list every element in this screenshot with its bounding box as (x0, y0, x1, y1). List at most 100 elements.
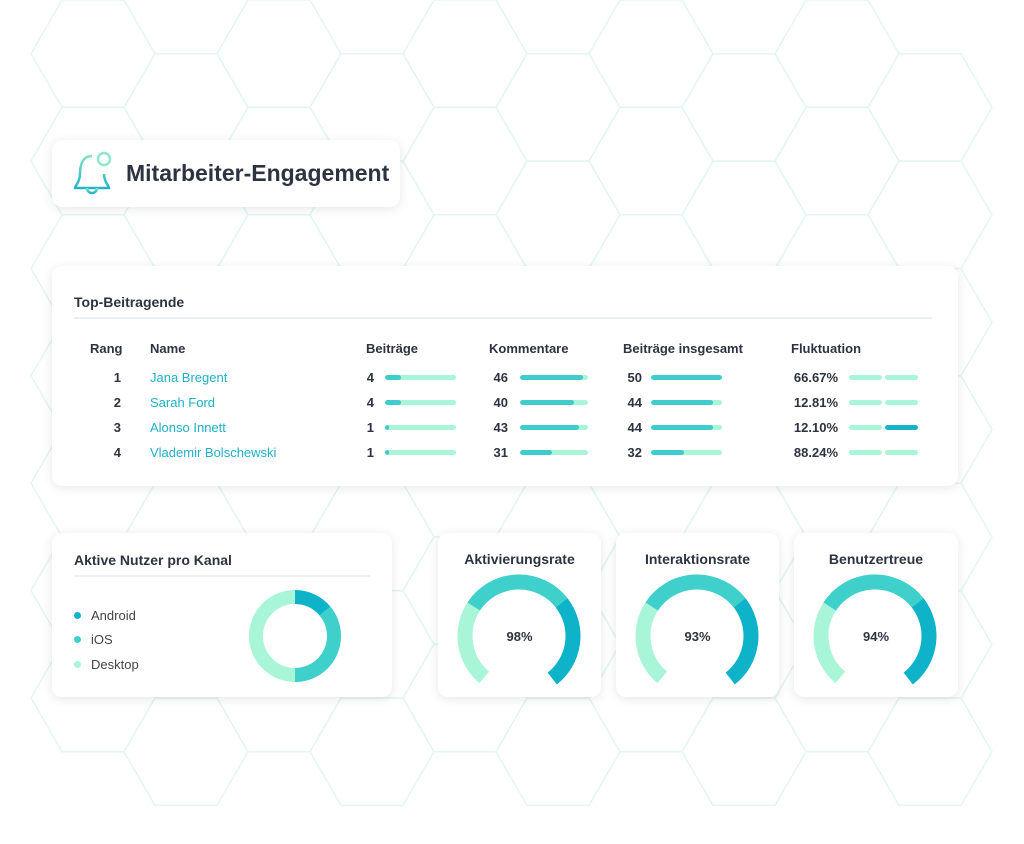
posts-cell: 1 (366, 420, 374, 435)
rank-cell: 2 (113, 395, 121, 410)
top-contributors-card: Top-Beitragende Rang Name Beiträge Komme… (52, 266, 958, 486)
legend-dot (74, 661, 81, 668)
total-cell: 44 (627, 420, 642, 435)
hexagon (588, 106, 714, 216)
total-bar (651, 375, 722, 380)
section-title: Top-Beitragende (74, 294, 185, 310)
hexagon (774, 0, 900, 109)
hexagon (588, 0, 714, 109)
churn-cell: 12.10% (793, 420, 838, 435)
contributor-name-link[interactable]: Jana Bregent (150, 370, 228, 385)
divider (74, 575, 370, 577)
comments-cell: 46 (493, 370, 508, 385)
donut-slice-android (294, 590, 331, 616)
gauge-segment-high (903, 598, 937, 685)
gauge-segment-mid (467, 574, 568, 611)
contributor-name-link[interactable]: Sarah Ford (150, 395, 216, 410)
churn-cell: 12.81% (793, 395, 838, 410)
col-kommentare: Kommentare (489, 341, 569, 356)
rank-cell: 4 (113, 445, 121, 460)
gauge-title: Aktivierungsrate (464, 551, 575, 567)
page-title: Mitarbeiter-Engagement (126, 160, 390, 186)
hexagon (774, 106, 900, 216)
total-bar (651, 425, 722, 430)
gauge-title: Interaktionsrate (644, 551, 751, 567)
churn-bar (849, 400, 918, 405)
hexagon (681, 52, 807, 162)
posts-cell: 4 (366, 370, 374, 385)
hexagon (681, 697, 807, 807)
gauge-card-benutzertreue: Benutzertreue 94% (794, 533, 958, 697)
col-beitraege: Beiträge (366, 341, 419, 356)
posts-bar (385, 425, 456, 430)
contributor-name-link[interactable]: Alonso Innett (150, 420, 226, 435)
hexagon (309, 697, 435, 807)
total-bar (651, 450, 722, 455)
hexagon (867, 160, 993, 270)
col-name: Name (150, 341, 186, 356)
comments-bar (520, 375, 588, 380)
legend-ios: iOS (74, 632, 113, 647)
title-card: Mitarbeiter-Engagement (52, 140, 400, 207)
legend-dot (74, 612, 81, 619)
gauge-value: 94% (862, 629, 890, 644)
hexagon (402, 106, 528, 216)
contributor-name-link[interactable]: Vlademir Bolschewski (150, 445, 277, 460)
gauge-segment-low (457, 602, 490, 684)
gauge-segment-high (725, 598, 759, 685)
gauge-segment-mid (645, 574, 746, 611)
churn-bar (849, 375, 918, 380)
divider (74, 317, 932, 319)
rank-cell: 1 (113, 370, 121, 385)
donut-chart (249, 590, 341, 682)
gauge-title: Benutzertreue (828, 551, 924, 567)
donut-slice-ios (294, 606, 341, 682)
posts-cell: 1 (366, 445, 374, 460)
hexagon (681, 160, 807, 270)
gauge-segment-low (813, 602, 846, 684)
hexagon (495, 160, 621, 270)
gauge-value: 98% (506, 629, 533, 644)
comments-cell: 40 (493, 395, 508, 410)
col-fluktuation: Fluktuation (791, 341, 862, 356)
hexagon (495, 52, 621, 162)
legend-dot (74, 636, 81, 643)
gauge-card-interaktionsrate: Interaktionsrate 93% (616, 533, 779, 697)
hexagon (216, 0, 342, 109)
hexagon (30, 0, 156, 109)
col-beitraege-insgesamt: Beiträge insgesamt (623, 341, 743, 356)
hexagon (495, 697, 621, 807)
total-bar (651, 400, 722, 405)
section-title: Aktive Nutzer pro Kanal (74, 552, 232, 568)
posts-bar (385, 400, 456, 405)
churn-cell: 88.24% (793, 445, 838, 460)
gauge-segment-high (547, 598, 581, 685)
comments-cell: 31 (493, 445, 508, 460)
channels-card: Aktive Nutzer pro Kanal Android iOS Desk… (52, 533, 392, 697)
comments-bar (520, 425, 588, 430)
gauge-value: 93% (684, 629, 711, 644)
gauge-segment-mid (823, 574, 924, 611)
gauge-chart (457, 574, 581, 685)
legend-desktop: Desktop (74, 657, 139, 672)
gauge-segment-low (635, 602, 668, 684)
gauge-chart (813, 574, 937, 685)
churn-bar (849, 450, 918, 455)
gauge-chart (635, 574, 759, 685)
churn-cell: 66.67% (793, 370, 838, 385)
hexagon (867, 52, 993, 162)
hexagon (867, 697, 993, 807)
legend-android: Android (74, 608, 136, 623)
posts-cell: 4 (366, 395, 374, 410)
total-cell: 44 (627, 395, 642, 410)
rank-cell: 3 (113, 420, 121, 435)
gauge-card-aktivierungsrate: Aktivierungsrate 98% (438, 533, 601, 697)
churn-bar (849, 425, 918, 430)
total-cell: 32 (627, 445, 642, 460)
total-cell: 50 (627, 370, 642, 385)
donut-slice-desktop (249, 590, 296, 682)
comments-bar (520, 450, 588, 455)
comments-cell: 43 (493, 420, 508, 435)
bell-icon (73, 151, 112, 194)
hexagon (123, 697, 249, 807)
